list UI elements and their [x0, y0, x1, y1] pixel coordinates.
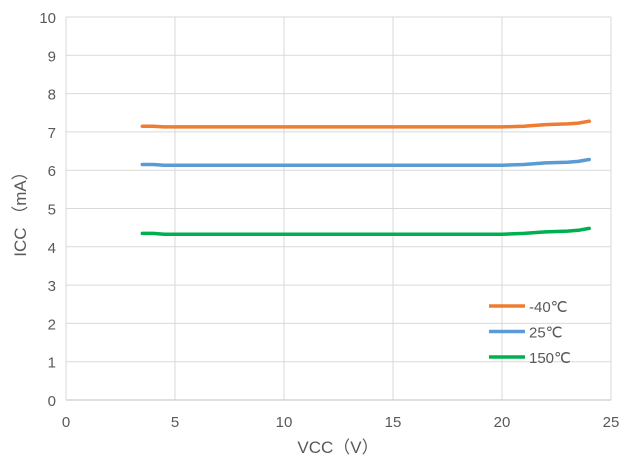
y-tick-label: 5 [48, 202, 56, 219]
y-tick-label: 0 [48, 393, 56, 410]
series-line-2 [140, 226, 591, 236]
series-line-0 [140, 119, 591, 129]
x-tick-label: 5 [171, 414, 179, 431]
legend-label: -40℃ [529, 299, 568, 316]
y-tick-label: 1 [48, 355, 56, 372]
legend-label: 150℃ [529, 350, 571, 367]
x-tick-label: 0 [62, 414, 70, 431]
y-tick-label: 10 [39, 10, 56, 27]
y-tick-label: 6 [48, 163, 56, 180]
series-line-1 [140, 157, 591, 167]
x-tick-label: 15 [385, 414, 402, 431]
y-tick-label: 9 [48, 48, 56, 65]
y-tick-label: 8 [48, 87, 56, 104]
legend: -40℃ 25℃ 150℃ [489, 299, 571, 367]
legend-label: 25℃ [529, 325, 563, 342]
x-tick-label: 25 [603, 414, 620, 431]
tick-labels: 0 1 2 3 4 5 6 7 8 9 10 0 5 10 15 20 25 [39, 10, 619, 431]
y-tick-label: 2 [48, 316, 56, 333]
series-lines [140, 119, 591, 236]
y-tick-label: 3 [48, 278, 56, 295]
y-tick-label: 4 [48, 240, 56, 257]
x-tick-label: 20 [494, 414, 511, 431]
y-axis-label: ICC （mA） [11, 163, 30, 257]
grid [65, 16, 612, 401]
x-axis-label: VCC（V） [297, 438, 378, 457]
x-tick-label: 10 [276, 414, 293, 431]
y-tick-label: 7 [48, 125, 56, 142]
